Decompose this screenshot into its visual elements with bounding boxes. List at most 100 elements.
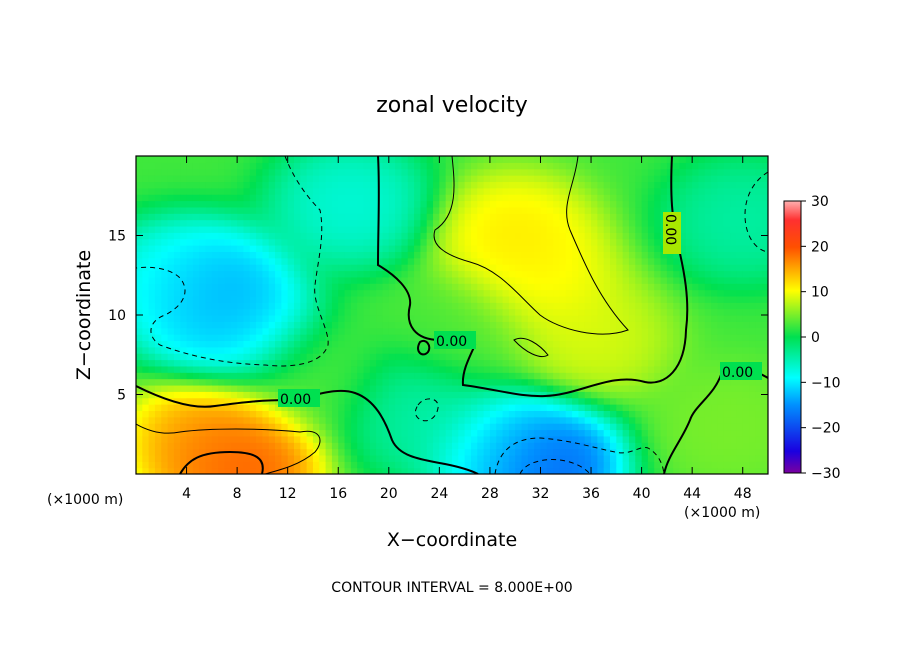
heat-cell <box>218 302 226 310</box>
heat-cell <box>142 442 150 450</box>
heat-cell <box>603 340 611 348</box>
heat-cell <box>306 467 314 474</box>
heat-cell <box>338 181 346 189</box>
heat-cell <box>401 442 409 450</box>
heat-cell <box>452 423 459 431</box>
heat-cell <box>717 321 725 329</box>
heat-cell <box>192 206 200 214</box>
heat-cell <box>515 308 523 316</box>
heat-cell <box>382 404 390 411</box>
heat-cell <box>711 156 719 163</box>
heat-cell <box>666 340 674 348</box>
heat-cell <box>407 257 415 265</box>
heat-cell <box>262 372 270 380</box>
heat-cell <box>578 442 586 450</box>
heat-cell <box>268 276 276 284</box>
heat-cell <box>736 327 744 335</box>
heat-cell <box>534 340 542 348</box>
heat-cell <box>597 156 605 163</box>
heat-cell <box>249 429 257 437</box>
heat-cell <box>692 156 700 163</box>
heat-cell <box>186 194 194 202</box>
heat-cell <box>452 175 459 183</box>
heat-cell <box>306 283 314 291</box>
heat-cell <box>673 289 681 297</box>
heat-cell <box>496 384 504 392</box>
heat-cell <box>136 213 143 221</box>
heat-cell <box>136 416 143 424</box>
heat-cell <box>357 448 365 456</box>
heat-cell <box>458 372 466 380</box>
heat-cell <box>414 181 421 189</box>
heat-cell <box>502 168 510 176</box>
heat-cell <box>489 181 497 189</box>
heat-cell <box>439 391 447 399</box>
heat-cell <box>578 397 586 405</box>
heat-cell <box>647 162 655 170</box>
heat-cell <box>553 232 561 240</box>
heat-cell <box>641 270 649 278</box>
heat-cell <box>698 365 706 373</box>
heat-cell <box>647 384 655 392</box>
heat-cell <box>180 295 188 303</box>
heat-cell <box>610 404 617 411</box>
heat-cell <box>641 340 649 348</box>
heat-cell <box>458 187 466 195</box>
heat-cell <box>622 346 630 354</box>
heat-cell <box>534 283 542 291</box>
heat-cell <box>401 156 409 163</box>
heat-cell <box>692 283 700 291</box>
heat-cell <box>312 257 320 265</box>
heat-cell <box>199 353 207 361</box>
heat-cell <box>407 410 415 418</box>
heat-cell <box>357 346 365 354</box>
heat-cell <box>723 404 731 411</box>
heat-cell <box>300 156 308 163</box>
heat-cell <box>717 454 725 462</box>
heat-cell <box>401 391 409 399</box>
heat-cell <box>730 175 737 183</box>
heat-cell <box>256 442 263 450</box>
heat-cell <box>205 391 213 399</box>
heat-cell <box>243 365 251 373</box>
heat-cell <box>502 359 510 367</box>
heat-cell <box>483 283 491 291</box>
heat-cell <box>527 442 535 450</box>
heat-cell <box>426 156 434 163</box>
heat-cell <box>736 429 744 437</box>
heat-cell <box>256 175 263 183</box>
heat-cell <box>508 467 516 474</box>
heat-cell <box>452 238 459 246</box>
heat-cell <box>616 467 624 474</box>
heat-cell <box>350 251 358 259</box>
heat-cell <box>192 175 200 183</box>
heat-cell <box>704 340 712 348</box>
heat-cell <box>338 276 346 284</box>
heat-cell <box>553 156 561 163</box>
heat-cell <box>173 378 181 386</box>
heat-cell <box>452 410 459 418</box>
heat-cell <box>205 327 213 335</box>
heat-cell <box>445 181 453 189</box>
heat-cell <box>559 416 567 424</box>
heat-cell <box>464 372 472 380</box>
heat-cell <box>483 251 491 259</box>
heat-cell <box>515 219 523 227</box>
heat-cell <box>243 289 251 297</box>
heat-cell <box>565 321 573 329</box>
heat-cell <box>736 416 744 424</box>
heat-cell <box>654 454 662 462</box>
heat-cell <box>654 340 662 348</box>
heat-cell <box>243 416 251 424</box>
heat-cell <box>685 168 693 176</box>
heat-cell <box>489 365 497 373</box>
heat-cell <box>154 454 162 462</box>
heat-cell <box>199 365 207 373</box>
heat-cell <box>540 467 548 474</box>
heat-cell <box>496 302 504 310</box>
heat-cell <box>711 302 719 310</box>
heat-cell <box>628 391 636 399</box>
heat-cell <box>597 321 605 329</box>
heat-cell <box>502 175 510 183</box>
heat-cell <box>148 225 156 233</box>
